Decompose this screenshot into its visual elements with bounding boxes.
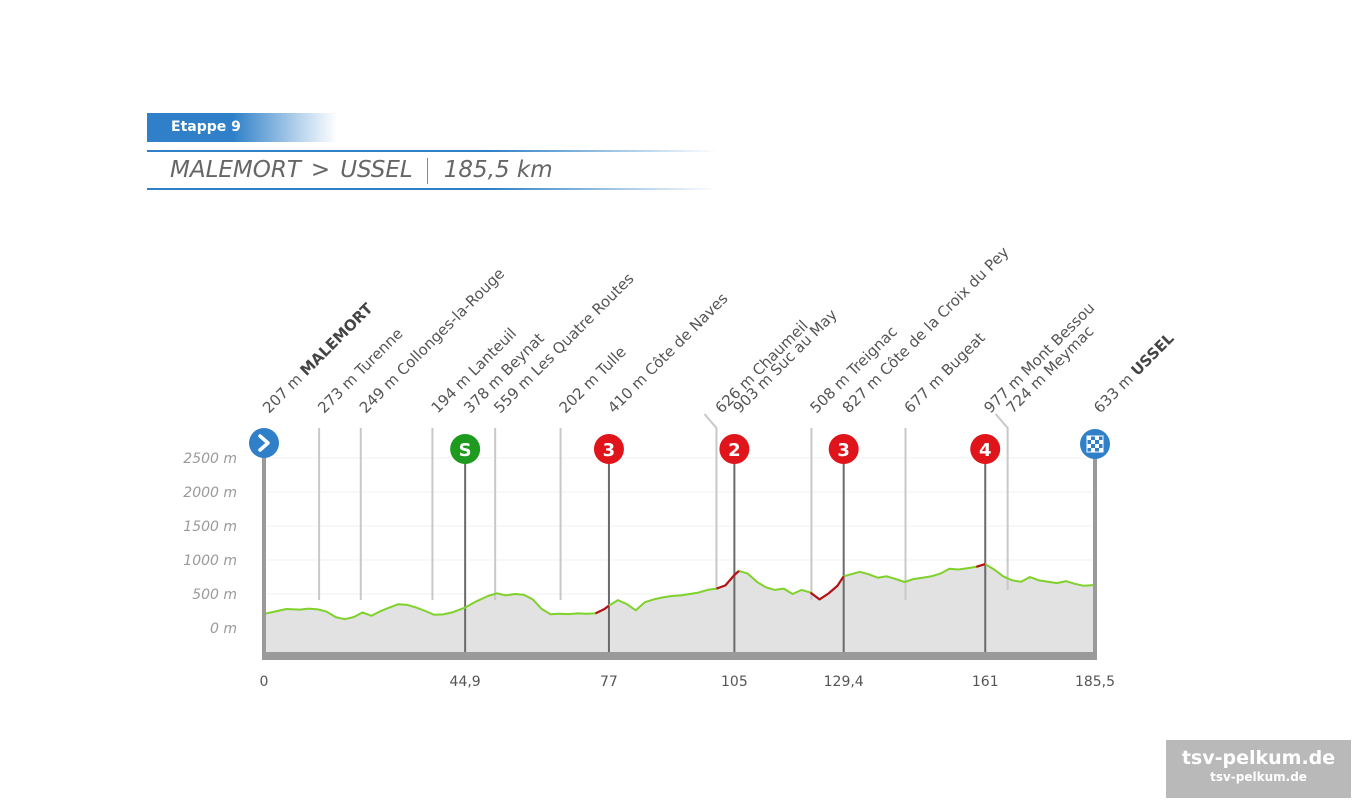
flag-square bbox=[1087, 444, 1091, 448]
stage-title: MALEMORT > USSEL 185,5 km bbox=[147, 150, 717, 190]
x-tick-label: 77 bbox=[600, 674, 618, 690]
waypoint-altitude: 633 m bbox=[1090, 367, 1140, 417]
climb-category-marker bbox=[719, 434, 750, 464]
x-tick-label: 105 bbox=[721, 674, 748, 690]
profile-area bbox=[264, 564, 1095, 652]
climb-segment bbox=[595, 604, 610, 615]
waypoint-line bbox=[703, 413, 718, 590]
stage-label: Etappe 9 bbox=[171, 119, 241, 135]
flag-square bbox=[1099, 448, 1103, 452]
waypoint-label: 977 m Mont Bessou bbox=[980, 299, 1098, 417]
x-tick-label: 44,9 bbox=[450, 674, 481, 690]
start-town: MALEMORT bbox=[170, 157, 301, 183]
flag-square bbox=[1099, 440, 1103, 444]
flag-square bbox=[1095, 444, 1099, 448]
y-tick-label: 500 m bbox=[192, 587, 237, 603]
x-axis-band bbox=[262, 652, 1097, 660]
waypoint-altitude: 410 m bbox=[604, 367, 654, 417]
finish-town: USSEL bbox=[340, 157, 413, 183]
stage-badge: Etappe 9 bbox=[147, 113, 337, 142]
x-tick-label: 129,4 bbox=[824, 674, 864, 690]
waypoint-name: Côte de Naves bbox=[641, 289, 731, 379]
climb-category-marker bbox=[828, 434, 859, 464]
climb-segment bbox=[975, 563, 986, 568]
x-tick-label: 185,5 bbox=[1075, 674, 1115, 690]
waypoint-label: 626 m Chaumeil bbox=[712, 317, 812, 417]
y-tick-label: 1500 m bbox=[183, 519, 237, 535]
chevron-right-icon bbox=[258, 434, 270, 452]
x-tick-label: 0 bbox=[260, 674, 269, 690]
flag-square bbox=[1091, 440, 1095, 444]
climb-category-label: 4 bbox=[979, 440, 992, 461]
climb-category-label: 3 bbox=[837, 440, 850, 461]
y-tick-label: 2500 m bbox=[183, 451, 237, 467]
x-tick-label: 161 bbox=[972, 674, 999, 690]
watermark-line-1: tsv-pelkum.de bbox=[1181, 747, 1336, 769]
start-marker bbox=[249, 428, 279, 458]
flag-square bbox=[1087, 436, 1091, 440]
stage-distance: 185,5 km bbox=[443, 157, 553, 183]
waypoint-label: 633 m USSEL bbox=[1090, 329, 1178, 417]
waypoint-altitude: 202 m bbox=[556, 367, 606, 417]
checkered-flag-icon bbox=[1086, 435, 1104, 453]
sprint-marker bbox=[450, 434, 481, 464]
title-separator bbox=[426, 157, 428, 184]
y-tick-label: 2000 m bbox=[183, 485, 237, 501]
watermark: tsv-pelkum.de tsv-pelkum.de bbox=[1166, 740, 1351, 798]
climb-category-label: 3 bbox=[603, 440, 616, 461]
flag-border bbox=[1086, 435, 1104, 453]
climb-segment bbox=[716, 570, 740, 590]
waypoint-name: Bugeat bbox=[938, 329, 989, 380]
y-tick-label: 1000 m bbox=[183, 553, 237, 569]
flag-square bbox=[1095, 436, 1099, 440]
climb-segment bbox=[809, 575, 845, 601]
sprint-label: S bbox=[459, 440, 472, 461]
route-arrow: > bbox=[310, 157, 331, 183]
climb-category-marker bbox=[970, 434, 1001, 464]
climb-category-label: 2 bbox=[728, 440, 741, 461]
waypoint-name: USSEL bbox=[1127, 329, 1177, 379]
flag-square bbox=[1091, 448, 1095, 452]
y-tick-label: 0 m bbox=[210, 621, 237, 637]
climb-category-marker bbox=[593, 434, 624, 464]
waypoint-altitude: 677 m bbox=[901, 367, 951, 417]
watermark-line-2: tsv-pelkum.de bbox=[1210, 770, 1307, 784]
waypoint-altitude: 273 m bbox=[314, 367, 364, 417]
waypoint-altitude: 207 m bbox=[259, 367, 309, 417]
profile-line bbox=[263, 563, 1096, 621]
waypoint-line bbox=[994, 413, 1009, 590]
